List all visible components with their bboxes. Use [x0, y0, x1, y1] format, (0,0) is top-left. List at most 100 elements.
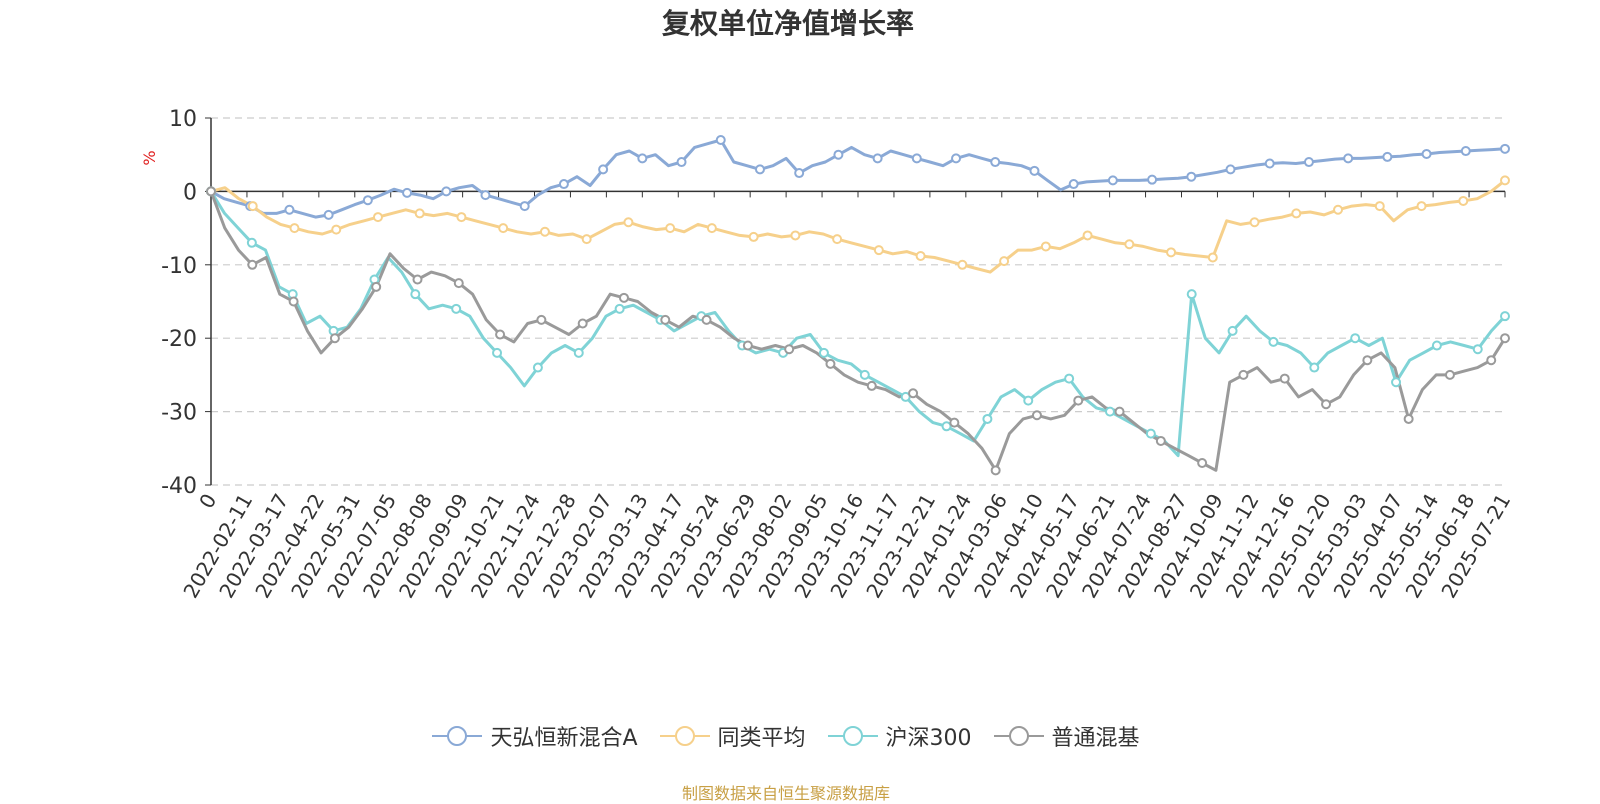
chart-title: 复权单位净值增长率 [661, 7, 914, 40]
data-point [1458, 195, 1469, 206]
data-point [1145, 428, 1156, 439]
data-point [1303, 157, 1314, 168]
legend-circle-icon [659, 726, 710, 746]
data-point [742, 340, 753, 351]
data-point [794, 168, 805, 179]
line-chart: 100-10-20-30-40%02022-02-112022-03-17202… [140, 107, 1515, 602]
x-tick-label: 0 [194, 490, 221, 513]
data-point [1073, 395, 1084, 406]
data-point [701, 314, 712, 325]
data-point [371, 281, 382, 292]
data-point [402, 187, 413, 198]
data-point [1309, 362, 1320, 373]
data-point [577, 318, 588, 329]
series-line [209, 190, 1507, 458]
data-point [1279, 373, 1290, 384]
y-tick-label: -10 [161, 254, 197, 279]
data-point [441, 186, 452, 197]
data-point [558, 179, 569, 190]
data-point [911, 153, 922, 164]
legend-item[interactable]: 普通混基 [993, 720, 1140, 752]
legend-circle-icon [993, 726, 1044, 746]
data-point [872, 153, 883, 164]
gridlines [211, 117, 1505, 486]
data-point [1104, 406, 1115, 417]
data-point [949, 417, 960, 428]
data-point [289, 223, 300, 234]
data-point [1431, 340, 1442, 351]
series-markers [206, 135, 1510, 476]
data-point [951, 153, 962, 164]
y-tick-label: -20 [161, 327, 197, 352]
data-point [1350, 333, 1361, 344]
data-point [1029, 165, 1040, 176]
data-point [536, 314, 547, 325]
data-point [1391, 377, 1402, 388]
data-point [495, 329, 506, 340]
data-point [1227, 325, 1238, 336]
data-point [498, 223, 509, 234]
y-tick-label: -40 [161, 474, 197, 499]
data-point [1416, 201, 1427, 212]
data-point [247, 201, 258, 212]
data-point [1207, 252, 1218, 263]
legend-circle-icon [432, 726, 483, 746]
data-point [288, 296, 299, 307]
legend-item[interactable]: 同类平均 [659, 720, 806, 752]
data-point [372, 212, 383, 223]
data-point [1500, 175, 1510, 186]
data-point [665, 223, 676, 234]
legend-label: 同类平均 [717, 726, 806, 751]
data-point [539, 226, 550, 237]
data-point [990, 157, 1001, 168]
legend-label: 普通混基 [1051, 726, 1140, 751]
data-point [1197, 457, 1208, 468]
data-point [246, 237, 257, 248]
data-point [754, 164, 765, 175]
data-point [999, 256, 1010, 267]
axis-labels: 100-10-20-30-40%02022-02-112022-03-17202… [140, 107, 1515, 602]
data-point [1107, 175, 1118, 186]
legend-item[interactable]: 沪深300 [827, 720, 972, 752]
data-point [676, 157, 687, 168]
data-point [206, 186, 216, 197]
data-point [832, 234, 843, 245]
data-point [519, 201, 530, 212]
data-point [329, 333, 340, 344]
legend-item[interactable]: 天弘恒新混合A [432, 720, 638, 752]
data-point [784, 344, 795, 355]
data-point [637, 153, 648, 164]
data-point [247, 259, 258, 270]
data-point [1343, 153, 1354, 164]
data-point [412, 274, 423, 285]
series-lines [209, 138, 1507, 472]
data-point [941, 421, 952, 432]
data-point [492, 347, 503, 358]
data-point [915, 250, 926, 261]
data-point [866, 380, 877, 391]
data-point [1421, 148, 1432, 159]
series-line [210, 138, 1506, 219]
data-point [660, 314, 671, 325]
data-point [873, 245, 884, 256]
data-point [715, 135, 726, 146]
data-point [410, 289, 421, 300]
data-point [1114, 406, 1125, 417]
y-tick-label: -30 [161, 401, 197, 426]
data-point [982, 413, 993, 424]
series-line [209, 190, 1507, 472]
data-point [1186, 171, 1197, 182]
data-point [1166, 247, 1177, 258]
data-point [456, 212, 467, 223]
data-point [859, 369, 870, 380]
data-point [414, 208, 425, 219]
data-point [614, 303, 625, 314]
data-point [451, 303, 462, 314]
data-point [598, 164, 609, 175]
data-point [1023, 395, 1034, 406]
data-point [1321, 399, 1332, 410]
data-point [1382, 151, 1393, 162]
data-point [825, 358, 836, 369]
data-point [1500, 311, 1510, 322]
data-point [1186, 289, 1197, 300]
